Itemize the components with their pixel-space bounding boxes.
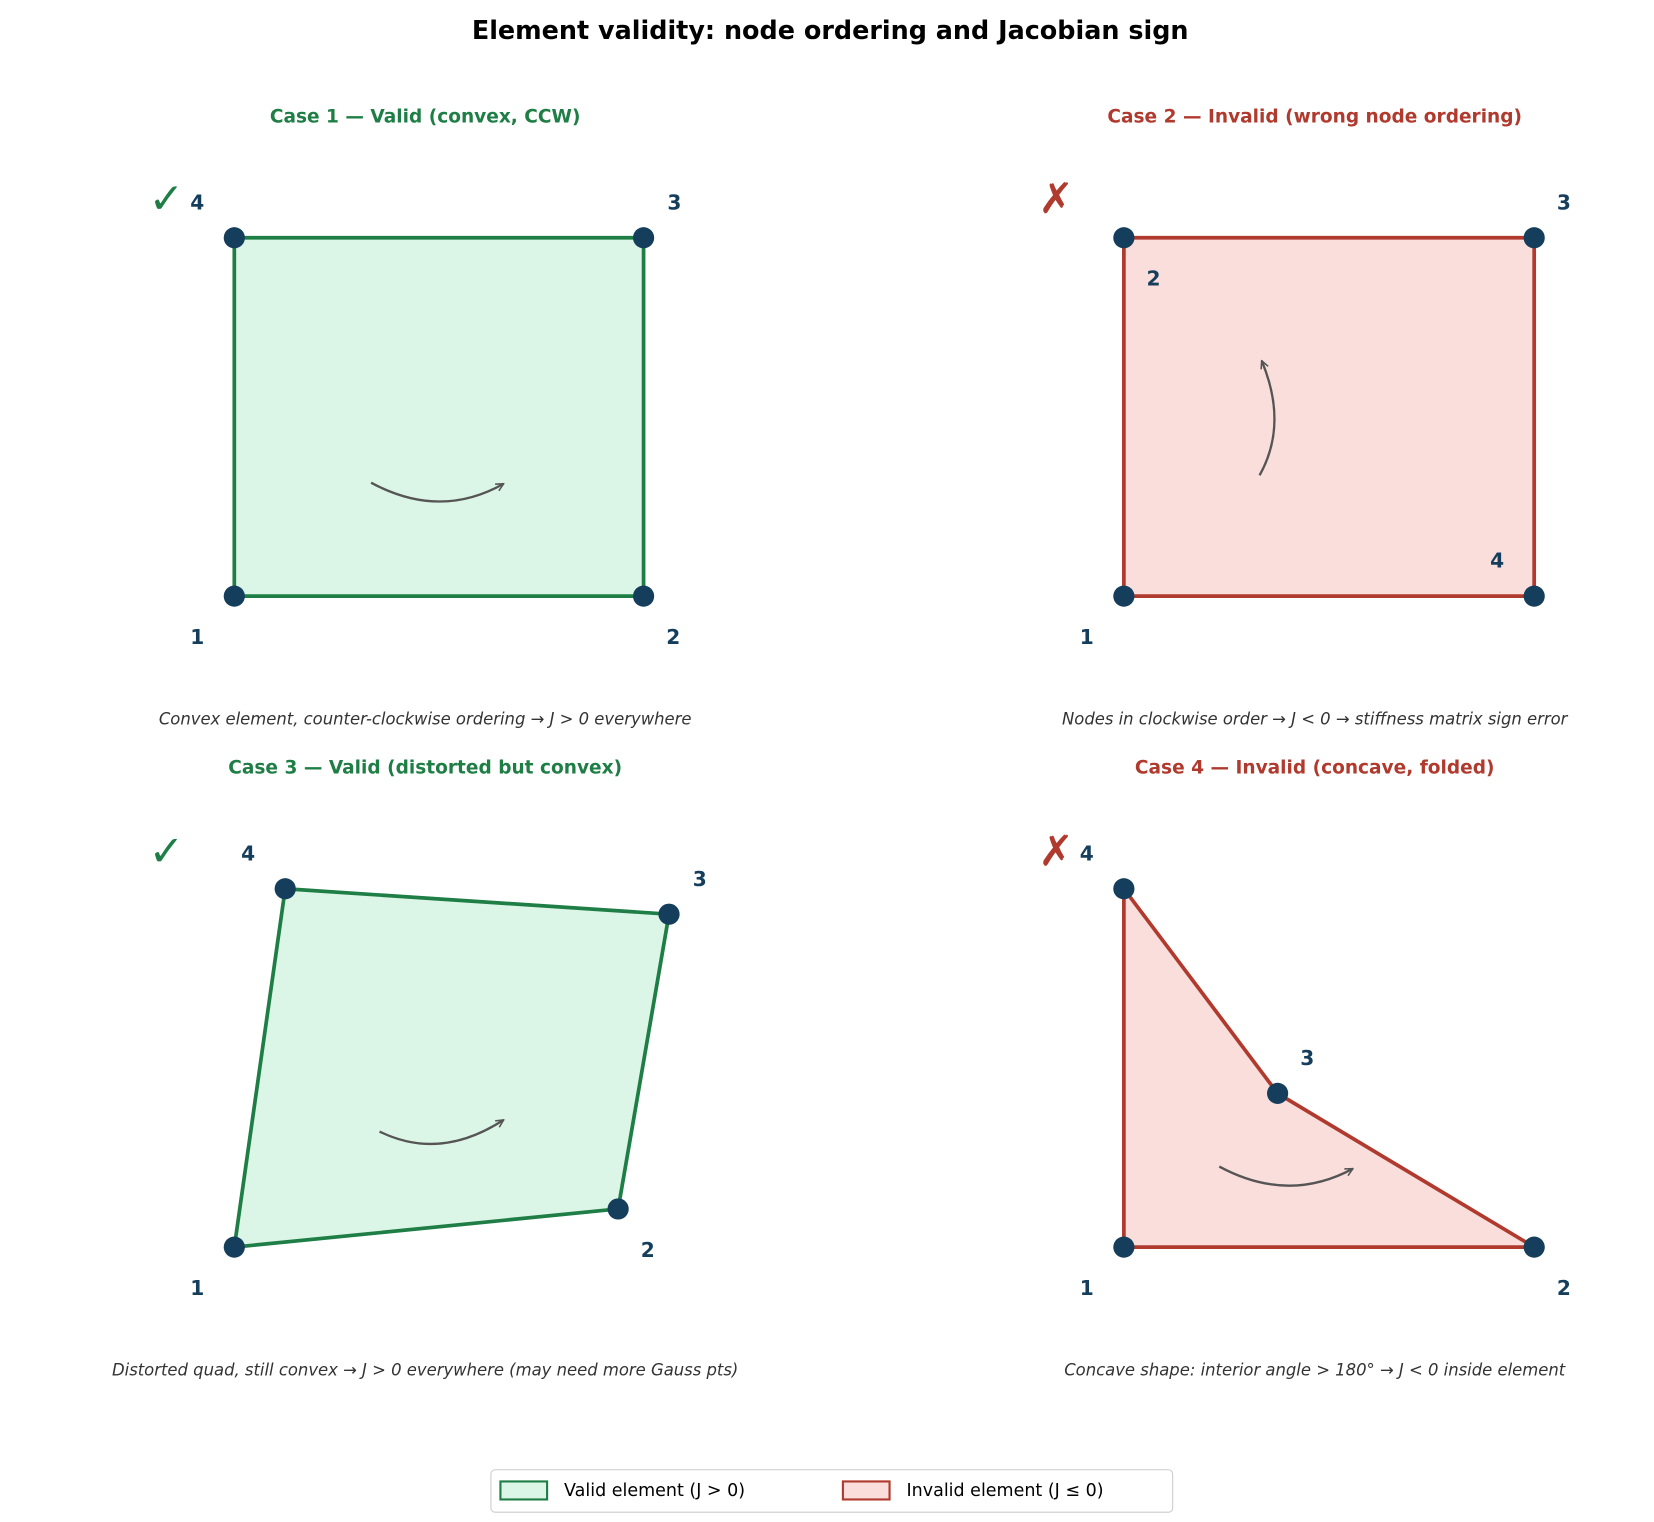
node (274, 878, 296, 900)
node-label: 3 (667, 190, 681, 214)
node (223, 227, 245, 249)
node-label: 2 (666, 625, 680, 649)
orientation-arrow (370, 481, 504, 503)
legend-label: Valid element (J > 0) (564, 1481, 745, 1501)
node (658, 903, 680, 925)
node-label: 1 (190, 625, 204, 649)
node (632, 585, 655, 607)
node-label: 4 (241, 841, 255, 865)
node (1523, 585, 1545, 607)
node (1113, 1236, 1135, 1258)
status-symbol: ✓ (149, 827, 185, 876)
panel-title: Case 4 — Invalid (concave, folded) (1135, 757, 1495, 778)
node-label: 3 (1300, 1046, 1314, 1070)
legend-box (490, 1469, 1174, 1513)
panel-title: Case 2 — Invalid (wrong node ordering) (1107, 106, 1522, 127)
title: Element validity: node ordering and Jaco… (472, 15, 1189, 45)
node (1267, 1082, 1289, 1104)
caption: Concave shape: interior angle > 180° → J… (1064, 1361, 1566, 1380)
caption: Nodes in clockwise order → J < 0 → stiff… (1062, 710, 1569, 729)
node-label: 1 (190, 1276, 204, 1300)
node (223, 1236, 245, 1258)
node-label: 1 (1080, 625, 1094, 649)
panel-title: Case 1 — Valid (convex, CCW) (270, 106, 581, 127)
caption: Convex element, counter-clockwise orderi… (159, 710, 692, 729)
node-label: 4 (1080, 841, 1094, 865)
element (1122, 235, 1537, 598)
node (223, 585, 245, 607)
node-label: 3 (693, 867, 707, 891)
node (607, 1198, 629, 1220)
node (1113, 585, 1135, 607)
element (232, 235, 646, 598)
status-symbol: ✗ (1038, 827, 1074, 876)
legend-patch (499, 1480, 549, 1501)
orientation-arrow (379, 1118, 504, 1146)
node-label: 1 (1080, 1276, 1094, 1300)
node (1523, 227, 1545, 249)
node-label: 4 (1490, 549, 1504, 573)
node-label: 2 (1557, 1276, 1571, 1300)
node (1113, 878, 1135, 900)
node-label: 3 (1557, 190, 1571, 214)
status-symbol: ✗ (1038, 175, 1074, 224)
element (1122, 886, 1537, 1249)
legend-patch (841, 1480, 891, 1501)
panel-title: Case 3 — Valid (distorted but convex) (228, 757, 622, 778)
node (1523, 1236, 1545, 1258)
legend-label: Invalid element (J ≤ 0) (907, 1481, 1104, 1501)
element (232, 886, 671, 1249)
node (632, 227, 655, 249)
orientation-arrow (1258, 361, 1276, 476)
status-symbol: ✓ (149, 175, 185, 224)
caption: Distorted quad, still convex → J > 0 eve… (112, 1361, 738, 1380)
node-label: 2 (1147, 267, 1161, 291)
node-label: 4 (190, 190, 204, 214)
orientation-arrow (1218, 1165, 1353, 1187)
node-label: 2 (641, 1238, 655, 1262)
node (1113, 227, 1135, 249)
